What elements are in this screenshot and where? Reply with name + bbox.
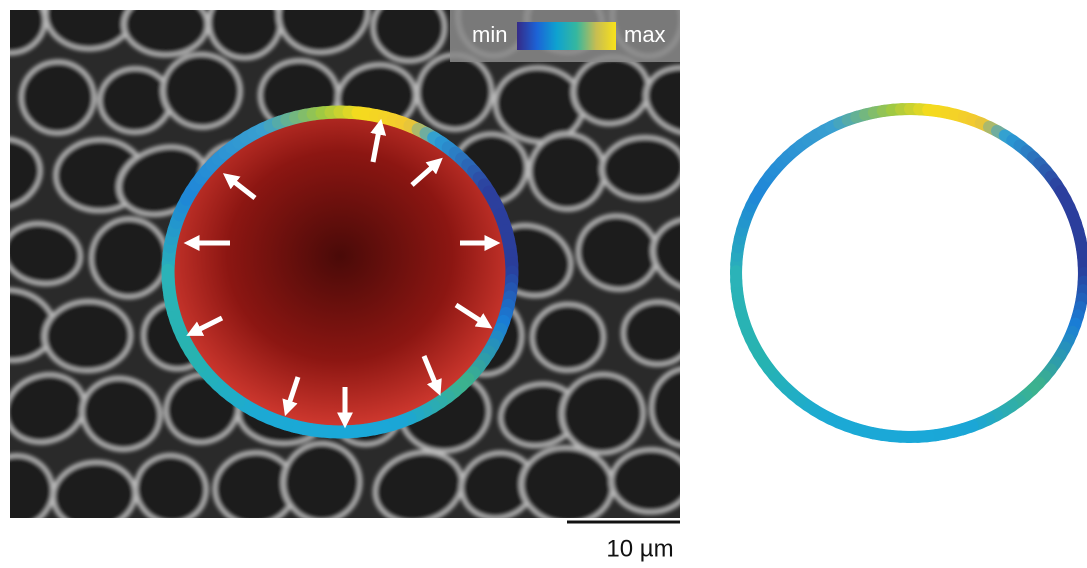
- colorbar-min: min: [472, 22, 507, 47]
- tension-ring-outline: [736, 109, 1084, 437]
- micrograph: min max: [0, 0, 751, 535]
- cell: [623, 301, 694, 365]
- cell: [124, 0, 208, 55]
- figure: min max 10 µm: [0, 0, 1087, 568]
- cell: [530, 302, 606, 373]
- cell: [98, 67, 171, 134]
- cell: [371, 0, 446, 63]
- page: min max 10 µm (() => { const data = JSON…: [0, 0, 1087, 568]
- cell: [43, 299, 132, 372]
- cell: [208, 0, 280, 59]
- cell: [611, 449, 691, 513]
- colorbar-max: max: [624, 22, 666, 47]
- scale-bar-label: 10 µm: [606, 535, 673, 562]
- colorbar: [517, 22, 616, 50]
